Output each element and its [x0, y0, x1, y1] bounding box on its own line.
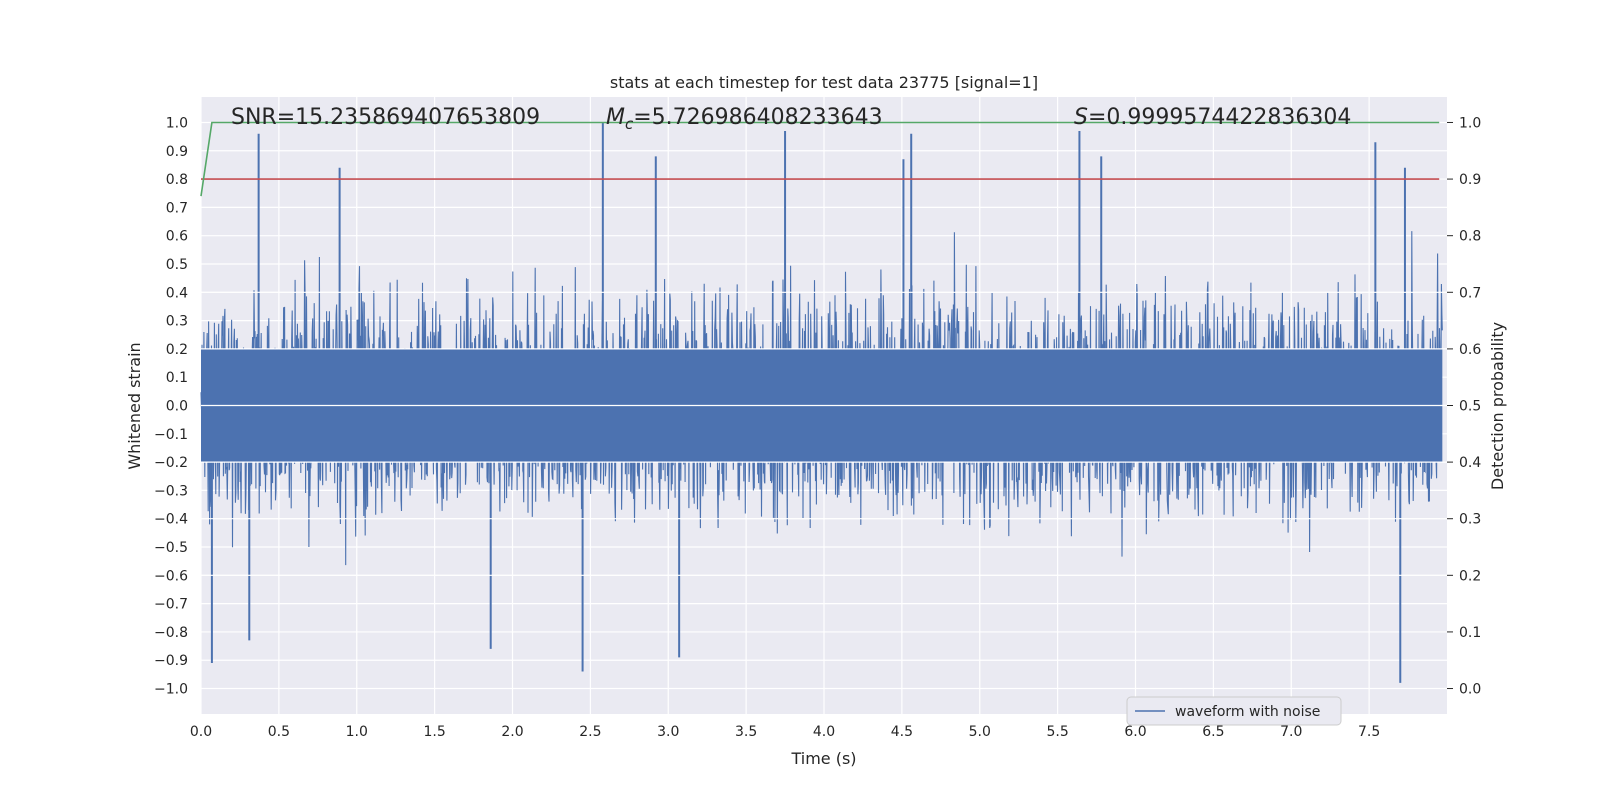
- y2-axis-label: Detection probability: [1488, 322, 1507, 490]
- x-tick-label: 4.0: [813, 724, 835, 740]
- chart-title: stats at each timestep for test data 237…: [610, 73, 1038, 92]
- y-tick-label: −0.8: [154, 625, 188, 641]
- y-axis-ticks: 1.0 0.9 0.8 0.7 0.6 0.5 0.4 0.3 0.2 0.1 0.0 −0.1 −0.…: [154, 115, 188, 697]
- x-axis-label: Time (s): [790, 749, 856, 768]
- y-tick-label: 0.2: [166, 342, 188, 358]
- chirp-mass-value: =5.726986408233643: [633, 105, 882, 130]
- y2-tick-label: 0.4: [1459, 455, 1481, 471]
- y-tick-label: 0.7: [166, 200, 188, 216]
- x-tick-label: 0.0: [190, 724, 212, 740]
- legend-box: [1126, 696, 1342, 726]
- y-tick-label: −0.7: [154, 597, 188, 613]
- y2-tick-label: 0.6: [1459, 342, 1481, 358]
- x-tick-label: 7.5: [1358, 724, 1380, 740]
- y2-tick-label: 0.5: [1459, 399, 1481, 415]
- y-tick-label: 0.0: [166, 399, 188, 415]
- x-tick-label: 2.0: [501, 724, 523, 740]
- y2-tick-label: 0.9: [1459, 172, 1481, 188]
- probability-line: [200, 121, 1440, 197]
- chirp-mass-subscript: c: [625, 115, 634, 133]
- probability-series: [200, 121, 1440, 197]
- x-tick-label: 6.5: [1202, 724, 1224, 740]
- legend-entry-waveform: waveform with noise: [1175, 704, 1320, 720]
- detection-stat-annotation: S=0.9999574422836304: [1074, 105, 1351, 130]
- y-tick-label: 0.6: [166, 229, 188, 245]
- y2-tick-label: 0.1: [1459, 625, 1481, 641]
- y-tick-label: −0.3: [154, 483, 188, 499]
- y-tick-label: 0.3: [166, 314, 188, 330]
- x-tick-label: 1.0: [346, 724, 368, 740]
- detection-stat-symbol: S: [1074, 105, 1088, 130]
- y-tick-label: −0.9: [154, 653, 188, 669]
- snr-annotation: SNR=15.235869407653809: [231, 105, 540, 130]
- y-tick-label: −0.4: [154, 512, 188, 528]
- y-tick-label: −0.1: [154, 427, 188, 443]
- y2-tick-label: 0.0: [1459, 682, 1481, 698]
- y2-tick-label: 0.2: [1459, 568, 1481, 584]
- y-tick-label: −1.0: [154, 682, 188, 698]
- x-tick-label: 5.5: [1046, 724, 1068, 740]
- y2-tick-label: 1.0: [1459, 115, 1481, 131]
- y2-tick-label: 0.3: [1459, 512, 1481, 528]
- x-tick-label: 7.0: [1280, 724, 1302, 740]
- x-tick-label: 1.5: [423, 724, 445, 740]
- x-axis-ticks: 0.0 0.5 1.0 1.5 2.0 2.5 3.0 3.5 4.0 4.5 5.0 5.5 6.0 6…: [190, 724, 1380, 740]
- x-tick-label: 2.5: [579, 724, 601, 740]
- x-tick-label: 3.0: [657, 724, 679, 740]
- y2-axis-ticks: 1.0 0.9 0.8 0.7 0.6 0.5 0.4 0.3 0.2 0.1 0.0: [1447, 115, 1481, 698]
- detection-stat-value: =0.9999574422836304: [1088, 105, 1351, 130]
- y-tick-label: 0.9: [166, 144, 188, 160]
- y-tick-label: 0.4: [166, 285, 188, 301]
- y-tick-label: 0.8: [166, 172, 188, 188]
- y-axis-label: Whitened strain: [125, 342, 144, 469]
- y2-tick-label: 0.7: [1459, 285, 1481, 301]
- x-tick-label: 6.0: [1124, 724, 1146, 740]
- y-tick-label: 0.1: [166, 370, 188, 386]
- x-tick-label: 5.0: [969, 724, 991, 740]
- legend: waveform with noise: [1126, 696, 1342, 726]
- y-tick-label: 1.0: [166, 115, 188, 131]
- y-tick-label: 0.5: [166, 257, 188, 273]
- y2-tick-label: 0.8: [1459, 229, 1481, 245]
- chirp-mass-symbol: M: [606, 105, 625, 130]
- x-tick-label: 0.5: [268, 724, 290, 740]
- y-gridlines-overlay: [201, 291, 1447, 576]
- y-tick-label: −0.6: [154, 568, 188, 584]
- x-tick-label: 4.5: [891, 724, 913, 740]
- y-tick-label: −0.2: [154, 455, 188, 471]
- y-tick-label: −0.5: [154, 540, 188, 556]
- chirp-mass-annotation: Mc=5.726986408233643: [606, 105, 883, 133]
- x-tick-label: 3.5: [735, 724, 757, 740]
